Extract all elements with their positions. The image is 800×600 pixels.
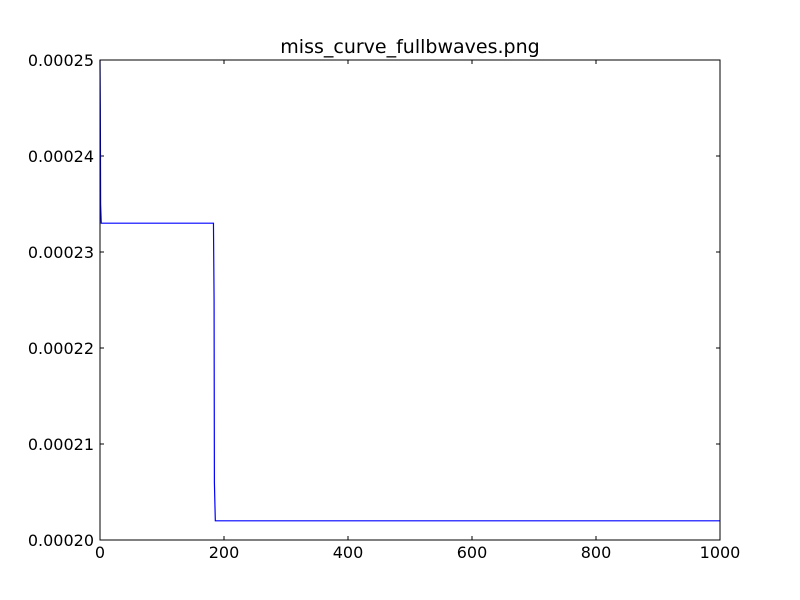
plot-area-frame	[99, 59, 721, 541]
y-tick-label: 0.00025	[28, 51, 94, 70]
x-tick-label: 400	[333, 543, 364, 562]
y-tick-label: 0.00023	[28, 243, 94, 262]
y-tick-label: 0.00022	[28, 339, 94, 358]
y-tick-label: 0.00021	[28, 435, 94, 454]
x-tick-label: 0	[95, 543, 105, 562]
y-tick-label: 0.00020	[28, 531, 94, 550]
x-tick-label: 1000	[700, 543, 741, 562]
x-tick-label: 600	[457, 543, 488, 562]
y-tick-label: 0.00024	[28, 147, 94, 166]
x-tick-label: 200	[209, 543, 240, 562]
x-tick-label: 800	[581, 543, 612, 562]
chart-title: miss_curve_fullbwaves.png	[280, 36, 539, 58]
tick-labels: 0 200 400 600 800 1000 0.00020 0.00021 0.00022 0.…	[28, 51, 741, 562]
